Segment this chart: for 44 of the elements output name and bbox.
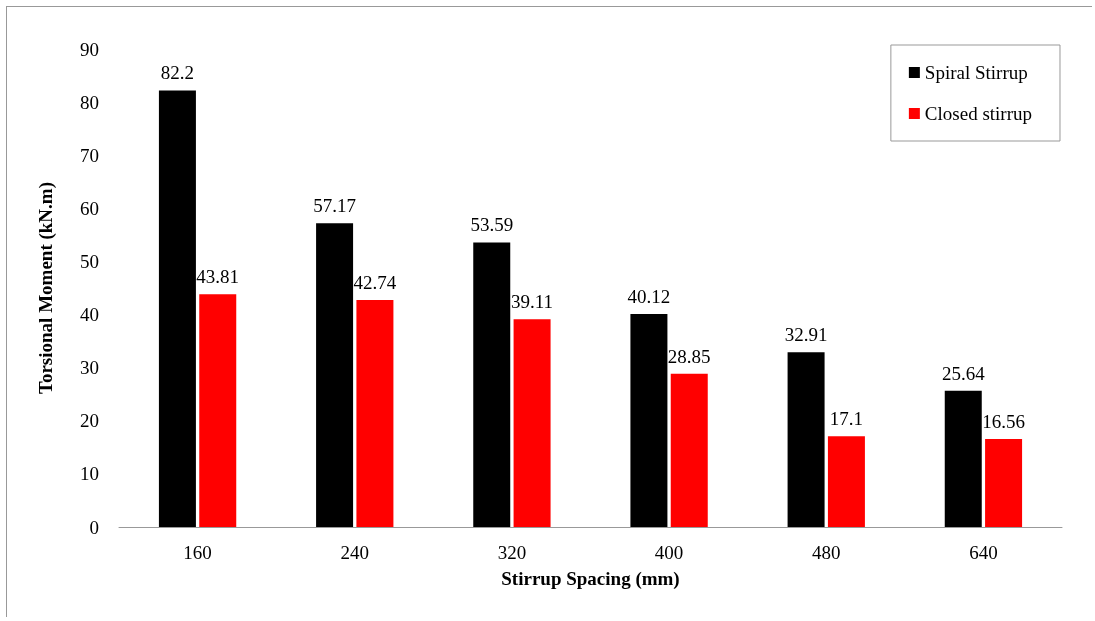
bar [944, 390, 982, 527]
data-label: 39.11 [511, 291, 554, 313]
y-tick-label: 60 [80, 197, 99, 219]
bar [513, 319, 551, 527]
data-label: 42.74 [353, 272, 397, 293]
y-axis-title: Torsional Moment (kN.m) [35, 182, 57, 394]
y-tick-label: 70 [80, 144, 99, 166]
data-label: 28.85 [667, 345, 711, 367]
bar [473, 242, 511, 527]
bar [827, 436, 865, 527]
y-tick-label: 30 [80, 357, 99, 379]
y-tick-label: 80 [80, 91, 99, 113]
bar [670, 373, 708, 527]
x-tick-label: 480 [812, 542, 841, 563]
y-tick-label: 40 [80, 304, 99, 326]
y-tick-label: 10 [80, 463, 99, 485]
data-label: 16.56 [982, 411, 1025, 433]
bar [985, 439, 1023, 527]
bar [158, 90, 196, 527]
bar [787, 352, 825, 527]
data-label: 25.64 [941, 362, 986, 384]
x-tick-label: 640 [969, 542, 998, 563]
x-tick-label: 320 [497, 542, 527, 563]
data-label: 32.91 [784, 324, 828, 346]
x-tick-label: 160 [183, 542, 212, 563]
bar [630, 313, 668, 527]
y-tick-label: 90 [80, 38, 99, 60]
legend-label: Spiral Stirrup [924, 62, 1028, 83]
y-tick-label: 50 [80, 250, 99, 272]
x-tick-label: 240 [340, 542, 369, 563]
data-label: 40.12 [627, 285, 671, 307]
y-tick-label: 20 [80, 410, 99, 432]
data-label: 17.1 [829, 408, 864, 430]
legend-label: Closed stirrup [924, 103, 1033, 124]
bar [199, 294, 237, 527]
data-label: 57.17 [313, 195, 356, 217]
x-axis-title: Stirrup Spacing (mm) [501, 568, 680, 590]
data-label: 82.2 [160, 62, 195, 84]
bar [356, 300, 394, 527]
data-label: 53.59 [470, 214, 514, 236]
x-tick-label: 400 [654, 542, 684, 563]
y-tick-label: 0 [89, 516, 99, 538]
bar [316, 223, 354, 527]
data-label: 43.81 [196, 266, 240, 288]
